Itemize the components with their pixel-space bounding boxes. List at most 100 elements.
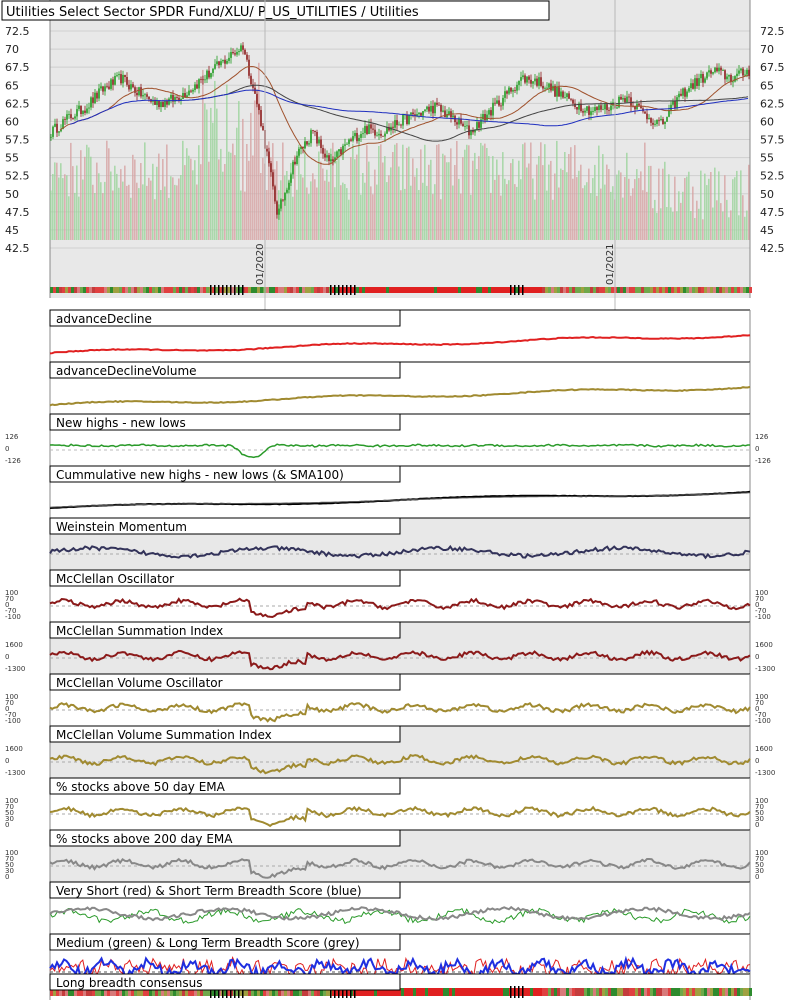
consensus-heat-cell-spike: [514, 986, 516, 998]
consensus-heat-cell: [137, 287, 140, 293]
volume-bar: [348, 199, 350, 240]
consensus-heat-cell: [587, 287, 590, 293]
candle-body: [654, 123, 656, 125]
candle-body: [534, 78, 536, 82]
candle-body: [734, 76, 736, 82]
candle-body: [188, 90, 190, 96]
candle-body: [212, 68, 214, 73]
volume-bar: [476, 169, 478, 240]
candle-body: [410, 112, 412, 115]
candle-body: [536, 78, 538, 86]
volume-bar: [738, 215, 740, 240]
candle-body: [74, 116, 76, 119]
volume-bar: [646, 191, 648, 240]
consensus-heat-cell: [290, 287, 293, 293]
volume-bar: [642, 190, 644, 240]
candle-body: [720, 67, 722, 71]
consensus-heat-cell: [296, 287, 299, 293]
volume-bar: [150, 180, 152, 240]
candle-body: [130, 84, 132, 90]
candle-body: [532, 81, 534, 84]
indicator-title: % stocks above 50 day EMA: [56, 780, 226, 794]
price-tick-label-left: 52.5: [5, 170, 30, 183]
price-tick-label-right: 62.5: [760, 97, 785, 110]
volume-bar: [372, 194, 374, 240]
consensus-heat-cell: [302, 287, 305, 293]
candle-body: [444, 110, 446, 118]
candle-body: [466, 125, 468, 127]
consensus-heat-cell: [536, 287, 539, 293]
candle-body: [168, 98, 170, 105]
consensus-heat-cell: [578, 988, 581, 996]
volume-bar: [634, 179, 636, 240]
volume-bar: [62, 178, 64, 240]
consensus-heat-cell: [572, 287, 575, 293]
consensus-heat-cell: [563, 287, 566, 293]
candle-body: [514, 90, 516, 91]
consensus-heat-cell: [398, 988, 401, 996]
consensus-heat-cell: [476, 287, 479, 293]
candle-body: [596, 107, 598, 110]
consensus-heat-cell: [593, 988, 596, 996]
consensus-heat-cell: [647, 988, 650, 996]
indicator-tick-label-left: 0: [5, 873, 9, 881]
candle-body: [706, 72, 708, 79]
consensus-heat-cell: [371, 287, 374, 293]
candle-body: [218, 61, 220, 66]
indicator-tick-label-right: 1600: [755, 641, 773, 649]
consensus-heat-cell: [137, 988, 140, 996]
consensus-heat-cell: [392, 988, 395, 996]
volume-bar: [152, 163, 154, 240]
volume-bar: [336, 161, 338, 240]
candle-body: [354, 133, 356, 137]
volume-bar: [290, 162, 292, 240]
price-tick-label-left: 42.5: [5, 242, 30, 255]
chart-title: Utilities Select Sector SPDR Fund/XLU/ P…: [6, 5, 419, 20]
consensus-heat-cell: [332, 287, 335, 293]
volume-bar: [392, 152, 394, 240]
consensus-heat-cell: [707, 287, 710, 293]
candle-body: [494, 102, 496, 104]
volume-bar: [398, 166, 400, 240]
volume-bar: [192, 170, 194, 240]
volume-bar: [138, 188, 140, 240]
indicator-tick-label-right: 50: [755, 809, 764, 817]
consensus-heat-cell: [257, 988, 260, 996]
price-tick-label-left: 72.5: [5, 25, 30, 38]
volume-bar: [638, 178, 640, 240]
consensus-heat-cell: [167, 287, 170, 293]
volume-bar: [374, 169, 376, 240]
candle-body: [652, 122, 654, 125]
consensus-heat-cell: [710, 287, 713, 293]
volume-bar: [344, 184, 346, 240]
candle-body: [268, 151, 270, 164]
consensus-heat-cell: [140, 287, 143, 293]
consensus-heat-cell: [680, 287, 683, 293]
consensus-heat-cell: [572, 988, 575, 996]
volume-bar: [166, 144, 168, 240]
consensus-heat-cell: [548, 287, 551, 293]
candle-body: [154, 100, 156, 105]
consensus-heat-cell: [68, 988, 71, 996]
consensus-heat-cell: [299, 287, 302, 293]
consensus-heat-cell: [254, 287, 257, 293]
consensus-heat-cell: [155, 988, 158, 996]
candle-body: [680, 93, 682, 96]
candle-body: [424, 109, 426, 112]
consensus-heat-cell: [335, 988, 338, 996]
volume-bar: [268, 141, 270, 240]
candle-body: [684, 88, 686, 97]
candle-body: [276, 201, 278, 215]
candle-body: [372, 128, 374, 130]
indicator-tick-label-left: 30: [5, 815, 14, 823]
candle-body: [54, 123, 56, 127]
candle-body: [380, 133, 382, 136]
candle-body: [314, 130, 316, 132]
volume-bar: [466, 144, 468, 240]
volume-bar: [488, 156, 490, 240]
candle-body: [656, 119, 658, 124]
candle-body: [682, 88, 684, 96]
volume-bar: [356, 154, 358, 240]
consensus-heat-cell: [344, 287, 347, 293]
volume-bar: [474, 152, 476, 240]
